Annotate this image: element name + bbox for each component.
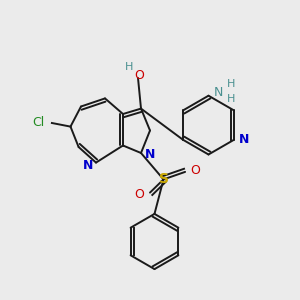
Text: H: H [226, 94, 235, 104]
Text: H: H [125, 62, 133, 72]
Text: O: O [135, 188, 145, 201]
Text: Cl: Cl [32, 116, 44, 130]
Text: O: O [135, 69, 144, 82]
Text: N: N [239, 133, 250, 146]
Text: N: N [145, 148, 155, 161]
Text: H: H [226, 79, 235, 89]
Text: O: O [190, 164, 200, 177]
Text: N: N [214, 86, 223, 99]
Text: S: S [158, 172, 169, 186]
Text: N: N [83, 159, 94, 172]
